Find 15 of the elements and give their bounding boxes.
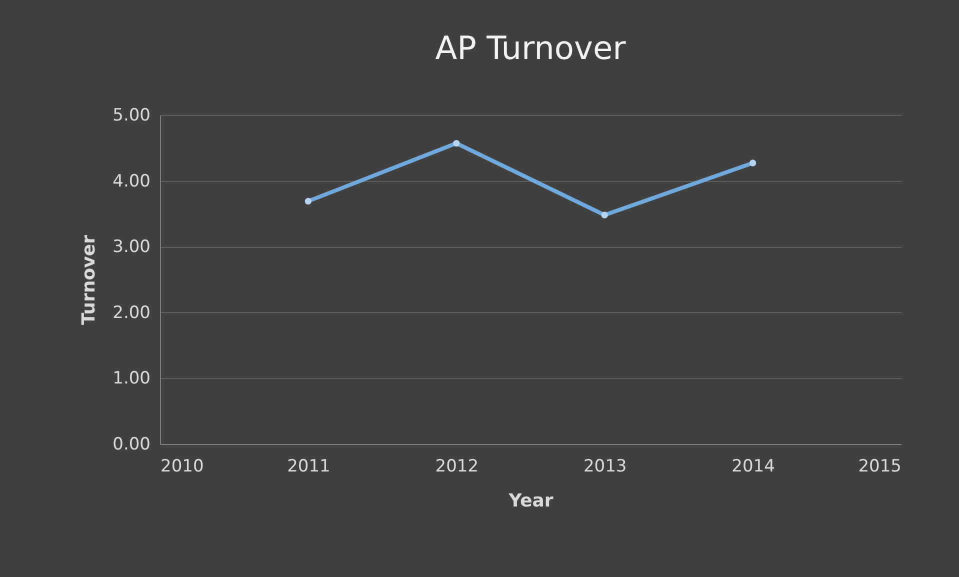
y-tick-label: 0.00 [112, 434, 150, 454]
x-tick-label: 2012 [435, 456, 479, 476]
chart-title: AP Turnover [435, 29, 627, 67]
x-axis-title: Year [508, 490, 554, 512]
x-tick-label: 2011 [287, 456, 330, 476]
y-axis-title: Turnover [78, 234, 100, 325]
x-tick-label: 2010 [160, 456, 204, 476]
y-tick-label: 4.00 [112, 171, 150, 192]
y-tick-label: 3.00 [112, 237, 150, 258]
y-tick-label: 1.00 [112, 368, 150, 389]
y-tick-label: 2.00 [112, 302, 150, 323]
x-tick-label: 2013 [583, 456, 627, 476]
x-tick-label: 2015 [858, 456, 902, 476]
x-tick-label: 2014 [732, 456, 775, 476]
y-tick-label: 5.00 [112, 106, 150, 126]
